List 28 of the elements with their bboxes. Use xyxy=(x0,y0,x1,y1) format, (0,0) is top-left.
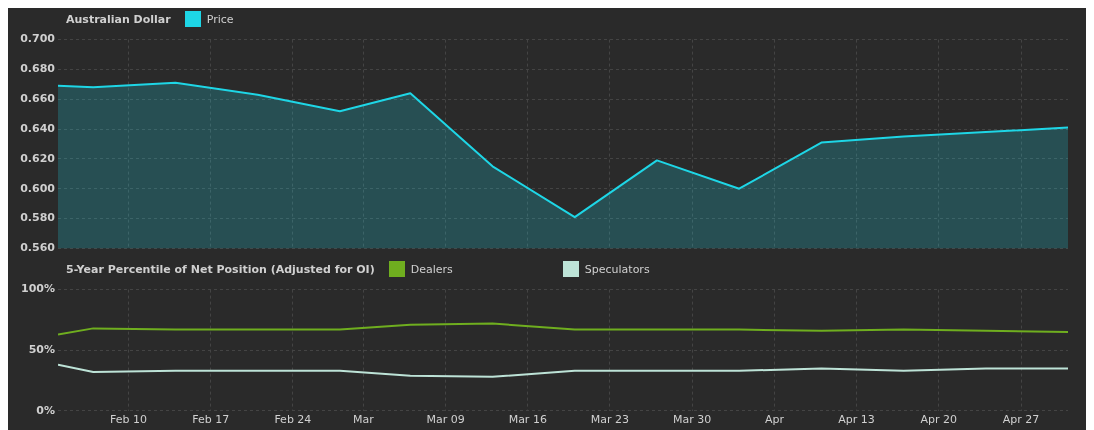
x-tick-label: Mar 23 xyxy=(590,413,630,427)
x-tick-label: Apr 27 xyxy=(1002,413,1040,427)
legend-label: Dealers xyxy=(410,262,453,276)
y-tick-label: 0.580 xyxy=(20,211,56,225)
x-tick-label: Feb 10 xyxy=(109,413,147,427)
y-tick-label: 100% xyxy=(21,282,55,296)
x-tick-label: Mar 16 xyxy=(508,413,547,427)
y-tick-label: 0.560 xyxy=(20,241,56,255)
x-tick-label: Feb 17 xyxy=(192,413,230,427)
y-tick-label: 0.680 xyxy=(20,62,56,76)
chart-title: 5-Year Percentile of Net Position (Adjusted for OI) xyxy=(66,262,375,276)
x-tick-label: Feb 24 xyxy=(274,413,312,427)
legend-label: Speculators xyxy=(584,262,650,276)
x-tick-label: Mar xyxy=(352,413,375,427)
y-tick-label: 0.700 xyxy=(20,32,56,46)
x-tick-label: Mar 30 xyxy=(673,413,712,427)
x-tick-label: Apr xyxy=(764,413,785,427)
y-tick-label: 50% xyxy=(28,343,55,357)
y-tick-label: 0.600 xyxy=(20,181,56,195)
y-tick-label: 0.620 xyxy=(20,151,56,165)
x-tick-label: Apr 20 xyxy=(920,413,958,427)
y-tick-label: 0.640 xyxy=(20,121,56,135)
x-tick-label: Mar 09 xyxy=(426,413,465,427)
y-tick-label: 0.660 xyxy=(20,92,56,106)
legend-label: Price xyxy=(206,12,234,26)
chart-title: Australian Dollar xyxy=(66,12,171,26)
y-tick-label: 0% xyxy=(36,403,55,417)
x-tick-label: Apr 13 xyxy=(838,413,875,427)
